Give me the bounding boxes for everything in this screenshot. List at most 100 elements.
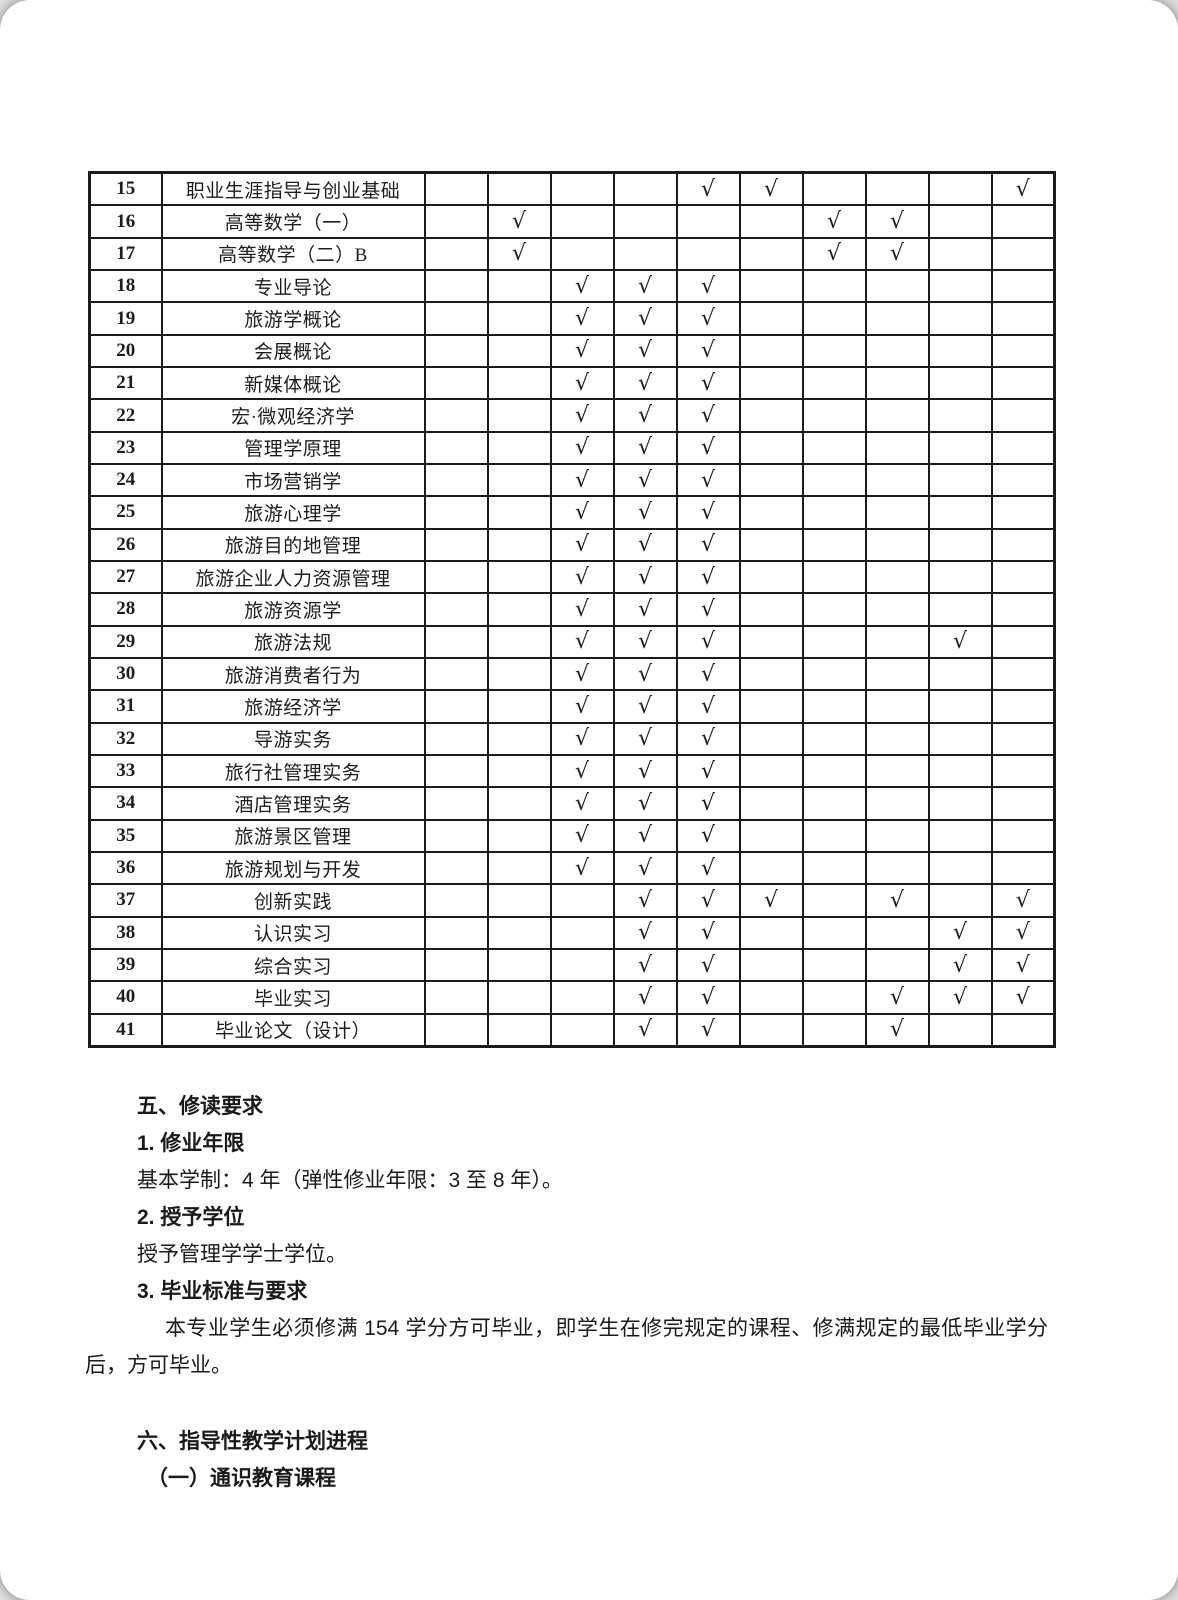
checkmark-cell: √ — [675, 818, 741, 853]
empty-check-cell — [990, 624, 1056, 659]
checkmark-cell: √ — [675, 980, 741, 1015]
section5-heading: 五、修读要求 — [137, 1095, 263, 1118]
empty-check-cell — [423, 333, 489, 369]
checkmark-cell: √ — [675, 366, 741, 401]
course-number-cell: 33 — [88, 753, 163, 789]
checkmark-cell: √ — [864, 1012, 930, 1048]
empty-check-cell — [486, 753, 552, 789]
empty-check-cell — [990, 398, 1056, 433]
empty-check-cell — [486, 883, 552, 918]
empty-check-cell — [738, 527, 804, 562]
empty-check-cell — [990, 333, 1056, 369]
course-number-cell: 16 — [88, 204, 163, 239]
table-row: 22 宏·微观经济学 √ √ √ — [88, 398, 1056, 433]
empty-check-cell — [738, 398, 804, 433]
course-number-cell: 39 — [88, 947, 163, 983]
course-name-cell: 创新实践 — [160, 883, 426, 918]
checkmark-cell: √ — [612, 753, 678, 789]
course-number-cell: 18 — [88, 269, 163, 304]
empty-check-cell — [738, 818, 804, 853]
empty-check-cell — [486, 850, 552, 886]
section5-item1-body: 基本学制：4 年（弹性修业年限：3 至 8 年）。 — [137, 1169, 563, 1192]
course-name-cell: 市场营销学 — [160, 462, 426, 498]
empty-check-cell — [864, 366, 930, 401]
table-row: 38 认识实习 √ √ √ √ — [88, 915, 1056, 950]
checkmark-cell: √ — [549, 430, 615, 466]
empty-check-cell — [801, 947, 867, 983]
text-sections: 五、修读要求 1. 修业年限 基本学制：4 年（弹性修业年限：3 至 8 年）。… — [85, 1088, 1048, 1497]
empty-check-cell — [549, 236, 615, 272]
checkmark-cell: √ — [675, 721, 741, 756]
checkmark-cell: √ — [549, 592, 615, 627]
empty-check-cell — [423, 171, 489, 207]
empty-check-cell — [864, 269, 930, 304]
empty-check-cell — [927, 527, 993, 562]
course-name-cell: 旅游心理学 — [160, 495, 426, 530]
empty-check-cell — [864, 786, 930, 821]
empty-check-cell — [423, 624, 489, 659]
course-name-cell: 宏·微观经济学 — [160, 398, 426, 433]
empty-check-cell — [423, 753, 489, 789]
checkmark-cell: √ — [675, 398, 741, 433]
checkmark-cell: √ — [675, 850, 741, 886]
table-row: 31 旅游经济学 √ √ √ — [88, 689, 1056, 724]
empty-check-cell — [549, 947, 615, 983]
empty-check-cell — [423, 204, 489, 239]
empty-check-cell — [801, 624, 867, 659]
empty-check-cell — [864, 333, 930, 369]
empty-check-cell — [801, 430, 867, 466]
empty-check-cell — [738, 786, 804, 821]
table-row: 19 旅游学概论 √ √ √ — [88, 301, 1056, 336]
empty-check-cell — [486, 333, 552, 369]
table-row: 32 导游实务 √ √ √ — [88, 721, 1056, 756]
checkmark-cell: √ — [549, 753, 615, 789]
empty-check-cell — [738, 915, 804, 950]
empty-check-cell — [549, 980, 615, 1015]
empty-check-cell — [864, 721, 930, 756]
checkmark-cell: √ — [612, 333, 678, 369]
table-row: 26 旅游目的地管理 √ √ √ — [88, 527, 1056, 562]
checkmark-cell: √ — [864, 980, 930, 1015]
empty-check-cell — [864, 915, 930, 950]
checkmark-cell: √ — [549, 527, 615, 562]
empty-check-cell — [927, 786, 993, 821]
course-name-cell: 高等数学（二）B — [160, 236, 426, 272]
course-name-cell: 职业生涯指导与创业基础 — [160, 171, 426, 207]
section6-sub-heading: （一）通识教育课程 — [147, 1467, 336, 1490]
section5-item2-body: 授予管理学学士学位。 — [137, 1243, 347, 1266]
checkmark-cell: √ — [549, 786, 615, 821]
checkmark-cell: √ — [990, 883, 1056, 918]
empty-check-cell — [549, 883, 615, 918]
course-name-cell: 管理学原理 — [160, 430, 426, 466]
empty-check-cell — [927, 753, 993, 789]
empty-check-cell — [801, 883, 867, 918]
course-name-cell: 旅游规划与开发 — [160, 850, 426, 886]
empty-check-cell — [990, 592, 1056, 627]
course-number-cell: 31 — [88, 689, 163, 724]
checkmark-cell: √ — [675, 171, 741, 207]
empty-check-cell — [738, 495, 804, 530]
empty-check-cell — [990, 689, 1056, 724]
checkmark-cell: √ — [549, 301, 615, 336]
checkmark-cell: √ — [549, 624, 615, 659]
empty-check-cell — [864, 592, 930, 627]
empty-check-cell — [486, 786, 552, 821]
checkmark-cell: √ — [549, 269, 615, 304]
course-number-cell: 26 — [88, 527, 163, 562]
empty-check-cell — [738, 980, 804, 1015]
empty-check-cell — [927, 689, 993, 724]
empty-check-cell — [738, 269, 804, 304]
checkmark-cell: √ — [612, 398, 678, 433]
empty-check-cell — [549, 171, 615, 207]
empty-check-cell — [927, 592, 993, 627]
checkmark-cell: √ — [675, 1012, 741, 1048]
empty-check-cell — [801, 527, 867, 562]
empty-check-cell — [927, 495, 993, 530]
checkmark-cell: √ — [990, 171, 1056, 207]
checkmark-cell: √ — [612, 947, 678, 983]
section6-heading: 六、指导性教学计划进程 — [137, 1430, 368, 1453]
checkmark-cell: √ — [990, 915, 1056, 950]
checkmark-cell: √ — [549, 818, 615, 853]
empty-check-cell — [990, 430, 1056, 466]
checkmark-cell: √ — [612, 559, 678, 595]
